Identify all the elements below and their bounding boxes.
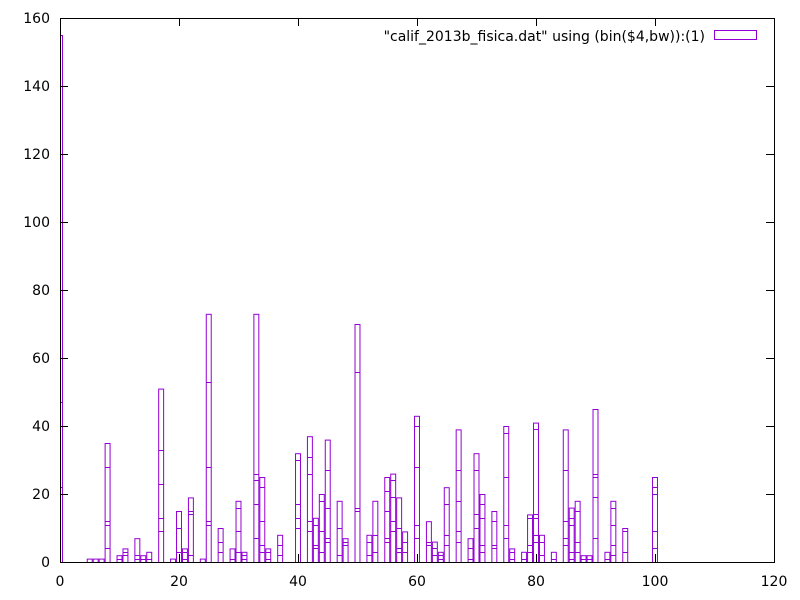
legend: "calif_2013b_fisica.dat" using (bin($4,b… [384, 29, 757, 45]
x-tick-label: 20 [170, 574, 188, 590]
y-tick-label: 100 [23, 215, 50, 231]
y-tick-label: 60 [32, 351, 50, 367]
plot-border [60, 18, 775, 563]
x-tick-label: 40 [289, 574, 307, 590]
x-tick-label: 80 [527, 574, 545, 590]
y-tick-label: 40 [32, 419, 50, 435]
x-tick-label: 0 [56, 574, 65, 590]
y-tick-label: 0 [41, 555, 50, 571]
y-tick-label: 160 [23, 11, 50, 27]
y-tick-label: 80 [32, 283, 50, 299]
x-tick-label: 60 [408, 574, 426, 590]
x-tick-label: 100 [642, 574, 669, 590]
legend-swatch [714, 30, 757, 40]
x-tick-label: 120 [761, 574, 788, 590]
legend-label: "calif_2013b_fisica.dat" using (bin($4,b… [384, 29, 705, 45]
y-tick-label: 20 [32, 487, 50, 503]
y-tick-label: 120 [23, 147, 50, 163]
y-tick-label: 140 [23, 79, 50, 95]
